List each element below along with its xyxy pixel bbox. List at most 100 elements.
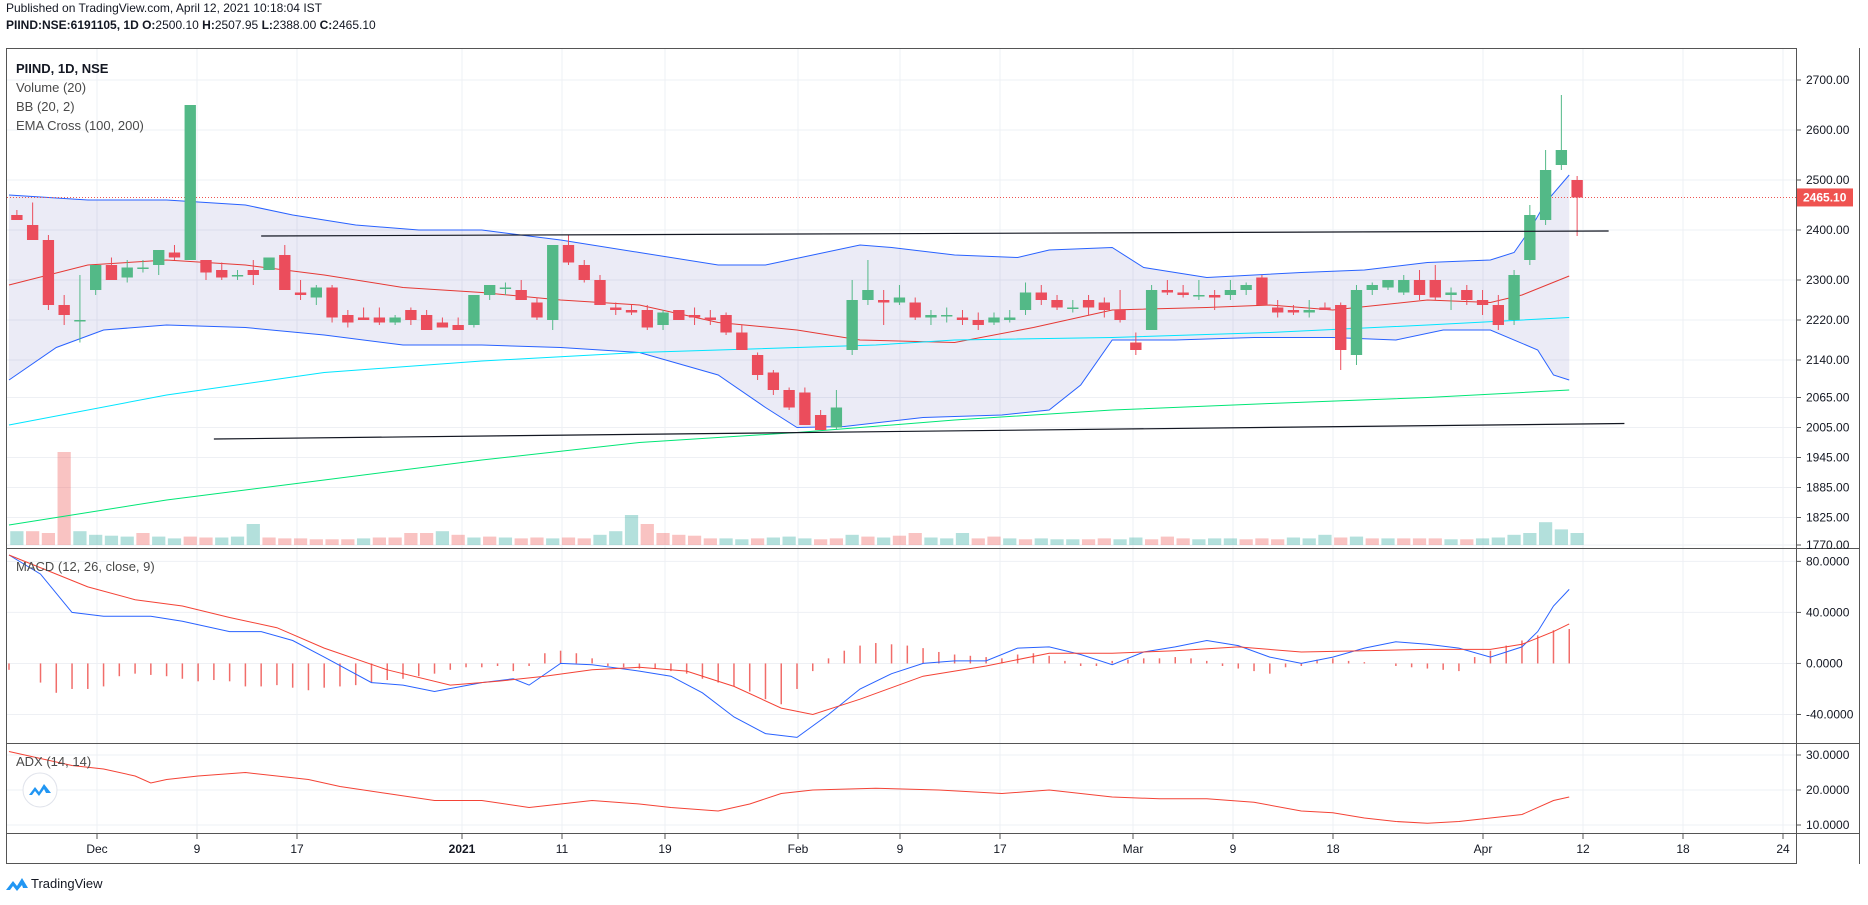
candle-body bbox=[1335, 305, 1347, 350]
candle-body bbox=[704, 317, 716, 320]
candle-body bbox=[1193, 295, 1205, 297]
volume-bar bbox=[262, 537, 276, 545]
volume-bar bbox=[120, 536, 134, 545]
candle-body bbox=[1208, 295, 1221, 298]
candle-body bbox=[988, 317, 1000, 323]
volume-bar bbox=[215, 537, 229, 545]
volume-bar bbox=[1349, 536, 1364, 545]
adx-tick-label: 30.0000 bbox=[1806, 748, 1850, 762]
candle-body bbox=[1524, 215, 1536, 260]
legend-ema: EMA Cross (100, 200) bbox=[16, 118, 144, 133]
volume-bar bbox=[278, 538, 292, 545]
close-value: 2465.10 bbox=[332, 18, 376, 32]
volume-bar bbox=[1160, 536, 1174, 545]
volume-bar bbox=[1286, 537, 1301, 545]
candle-body bbox=[1019, 292, 1032, 310]
candle-body bbox=[878, 300, 890, 303]
volume-bar bbox=[782, 536, 796, 545]
low-value: 2388.00 bbox=[272, 18, 317, 32]
candle-body bbox=[909, 302, 921, 318]
legend-macd: MACD (12, 26, close, 9) bbox=[16, 559, 155, 574]
volume-bar bbox=[1144, 539, 1159, 545]
volume-bar bbox=[325, 539, 339, 545]
candle-body bbox=[767, 372, 780, 390]
legend-bb: BB (20, 2) bbox=[16, 99, 75, 114]
volume-bar bbox=[467, 537, 481, 545]
candle-body bbox=[468, 295, 480, 325]
x-tick-label: 9 bbox=[897, 842, 904, 856]
volume-bar bbox=[372, 537, 386, 545]
candle-body bbox=[1256, 277, 1268, 305]
volume-bar bbox=[1397, 538, 1411, 545]
trendlines bbox=[213, 230, 1625, 440]
volume-bar bbox=[656, 533, 670, 545]
volume-bar bbox=[1318, 534, 1332, 545]
candle-body bbox=[1051, 300, 1063, 308]
volume-bar bbox=[546, 538, 560, 545]
candle-body bbox=[515, 290, 527, 300]
tv-badge[interactable] bbox=[22, 772, 58, 808]
x-tick-label: 18 bbox=[1676, 842, 1690, 856]
price-tick-label: 1945.00 bbox=[1806, 451, 1850, 465]
volume-bar bbox=[230, 536, 245, 545]
high-value: 2507.95 bbox=[214, 18, 259, 32]
x-tick-label: 2021 bbox=[449, 842, 476, 856]
bollinger-band-fill bbox=[9, 175, 1570, 428]
volume-bar bbox=[246, 524, 260, 545]
macd-pane bbox=[8, 554, 1570, 738]
volume-bar bbox=[719, 538, 733, 545]
candle-body bbox=[610, 307, 622, 310]
volume-bar bbox=[1066, 539, 1080, 545]
candle-body bbox=[862, 290, 874, 300]
volume-bar bbox=[1176, 538, 1190, 545]
volume-bar bbox=[136, 533, 150, 545]
volume-bar bbox=[420, 533, 434, 545]
candle-body bbox=[1398, 280, 1410, 293]
volume-bar bbox=[435, 531, 450, 545]
candle-body bbox=[121, 267, 133, 278]
candle-body bbox=[389, 317, 401, 323]
volume-bar bbox=[1081, 539, 1096, 545]
volume-bar bbox=[766, 537, 780, 545]
candle-body bbox=[1114, 310, 1126, 320]
x-tick-label: 11 bbox=[556, 842, 569, 856]
candle-body bbox=[1429, 280, 1441, 298]
candle-body bbox=[137, 267, 149, 269]
tv-badge-circle bbox=[22, 772, 58, 808]
candle-body bbox=[1098, 302, 1110, 310]
tradingview-brand: TradingView bbox=[31, 876, 103, 891]
candle-body bbox=[1177, 292, 1189, 295]
candle-body bbox=[720, 315, 732, 333]
price-tick-label: 2600.00 bbox=[1806, 123, 1850, 137]
candle-body bbox=[1382, 280, 1394, 288]
candle-body bbox=[1224, 290, 1237, 295]
volume-bar bbox=[10, 531, 24, 545]
candle-body bbox=[373, 317, 386, 323]
volume-bar bbox=[609, 531, 623, 545]
volume-bar bbox=[577, 538, 591, 545]
volume-bar bbox=[498, 537, 513, 545]
candle-body bbox=[105, 265, 118, 280]
adx-line bbox=[8, 751, 1570, 824]
candle-body bbox=[799, 392, 811, 425]
candle-body bbox=[405, 310, 417, 320]
candle-body bbox=[168, 252, 181, 258]
candles bbox=[11, 95, 1583, 430]
volume-bar bbox=[1412, 538, 1427, 545]
volume-bar bbox=[1003, 538, 1017, 545]
candle-body bbox=[1287, 310, 1300, 313]
volume-bar bbox=[1239, 539, 1253, 545]
volume-bars bbox=[10, 452, 1584, 545]
price-tick-label: 2065.00 bbox=[1806, 391, 1850, 405]
high-label: H: bbox=[202, 18, 215, 32]
candle-body bbox=[452, 325, 464, 330]
candle-body bbox=[357, 317, 370, 320]
trendline bbox=[213, 422, 1625, 440]
volume-bar bbox=[1223, 538, 1238, 545]
candle-body bbox=[1350, 290, 1363, 355]
price-tick-label: 2220.00 bbox=[1806, 313, 1850, 327]
candle-body bbox=[751, 355, 764, 375]
x-tick-label: 12 bbox=[1576, 842, 1590, 856]
price-tick-label: 1825.00 bbox=[1806, 511, 1850, 525]
